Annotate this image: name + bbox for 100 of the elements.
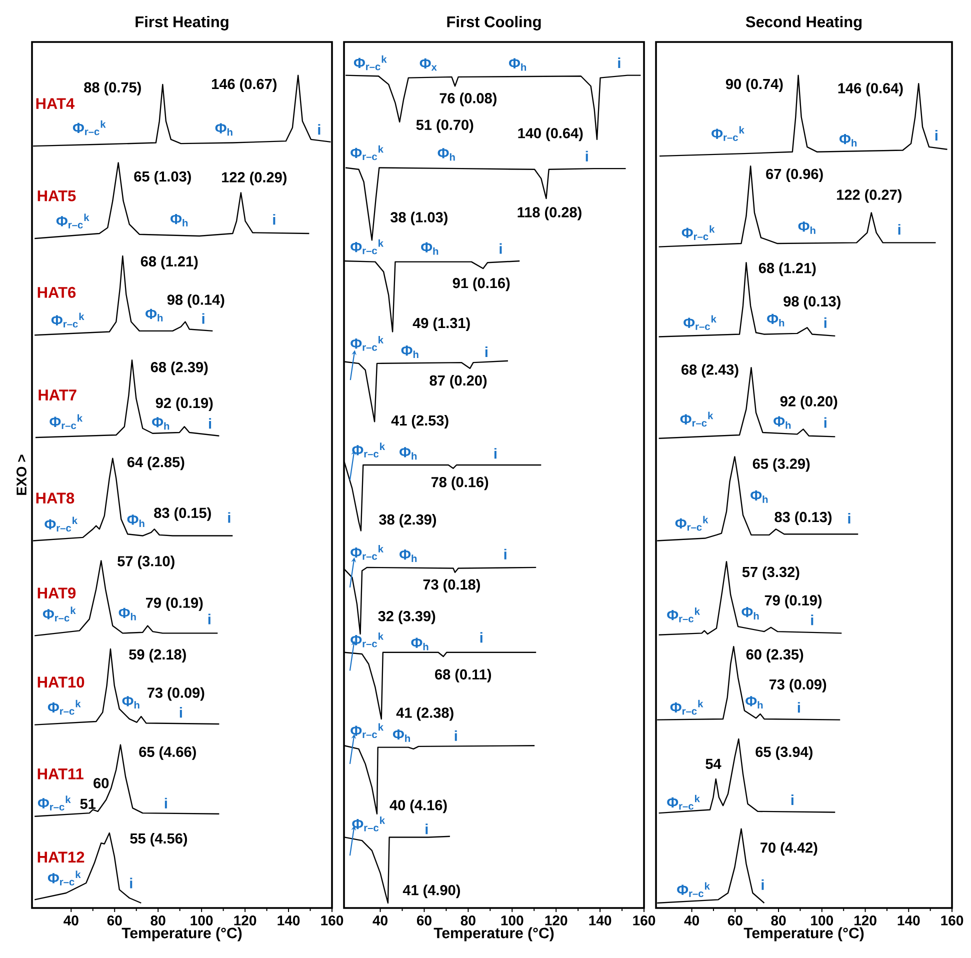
- annotation: i: [208, 614, 210, 624]
- annotation: i: [454, 730, 457, 741]
- annotation: 51 (0.70): [416, 119, 474, 133]
- annotation: Φ$_{r–c}$k: [350, 723, 384, 738]
- annotation: Φ$_{h}$: [215, 123, 232, 136]
- annotation: Φ$_{h}$: [118, 608, 136, 620]
- annotation: 64 (2.85): [127, 456, 184, 470]
- annotation: 59 (2.18): [129, 648, 186, 662]
- annotation: 32 (3.39): [378, 610, 436, 624]
- annotation: Φ$_{h}$: [146, 308, 163, 322]
- text: Φ$_{r–c}$k: [354, 55, 387, 70]
- annotation: 41 (2.53): [391, 414, 448, 428]
- annotation: 54: [706, 758, 722, 769]
- annotation: Φ$_{h}$: [774, 416, 791, 429]
- annotation: Φ$_{h}$: [401, 346, 418, 358]
- x-tick-label: 140: [278, 916, 300, 926]
- annotation: 65 (3.94): [756, 746, 812, 760]
- series-label: HAT12: [38, 852, 84, 862]
- text: Φ$_{x}$: [420, 58, 437, 71]
- annotation: i: [180, 707, 182, 718]
- annotation: Φ$_{r–c}$k: [682, 225, 715, 240]
- x-axis-title: Temperature (°C): [744, 927, 864, 942]
- annotation: Φ$_{h}$: [839, 134, 857, 146]
- annotation: Φ$_{h}$: [127, 514, 144, 528]
- annotation: i: [798, 702, 800, 713]
- annotation: 38 (2.39): [379, 514, 436, 528]
- annotation: Φ$_{r–c}$k: [44, 516, 78, 532]
- annotation: i: [586, 150, 588, 162]
- annotation: Φ$_{h}$: [411, 638, 428, 650]
- annotation: Φ$_{r–c}$k: [38, 796, 71, 810]
- annotation: Φ$_{r–c}$k: [42, 606, 76, 622]
- annotation: Φ$_{r–c}$k: [667, 794, 700, 810]
- chart-title: First Heating: [136, 16, 228, 30]
- annotation: Φ$_{h}$: [122, 696, 140, 709]
- annotation: 57 (3.10): [118, 556, 174, 570]
- annotation: 83 (0.13): [774, 512, 832, 526]
- annotation: i: [228, 512, 230, 523]
- annotation: Φ$_{r–c}$k: [51, 312, 84, 328]
- x-tick-label: 60: [107, 916, 122, 926]
- annotation: 57 (3.32): [742, 566, 800, 580]
- annotation: Φ$_{r–c}$k: [712, 126, 744, 141]
- annotation: Φ$_{r–c}$k: [56, 214, 90, 228]
- annotation: 73 (0.09): [769, 678, 826, 692]
- annotation: Φ$_{h}$: [152, 417, 170, 430]
- annotation: Φ$_{h}$: [421, 242, 438, 255]
- annotation: Φ$_{r–c}$k: [677, 882, 710, 898]
- annotation: Φ$_{h}$: [750, 490, 768, 503]
- annotation: i: [898, 224, 900, 235]
- annotation: 87 (0.20): [430, 374, 487, 388]
- annotation: 60: [94, 778, 109, 788]
- annotation: Φ$_{h}$: [392, 729, 410, 742]
- annotation: i: [791, 794, 794, 805]
- series-label: HAT11: [38, 768, 84, 780]
- y-axis-title: EXO >: [16, 454, 26, 495]
- annotation: Φ$_{r–c}$k: [48, 700, 81, 715]
- annotation: i: [500, 243, 502, 254]
- annotation: 91 (0.16): [452, 278, 510, 292]
- annotation: 98 (0.13): [784, 296, 840, 310]
- annotation: 83 (0.15): [154, 507, 211, 521]
- annotation: i: [485, 346, 488, 358]
- annotation: Φ$_{h}$: [746, 696, 763, 709]
- annotation: Φ$_{r–c}$k: [72, 120, 106, 136]
- x-tick-label: 60: [728, 916, 742, 926]
- chart-title: First Cooling: [447, 16, 541, 30]
- annotation: 55 (4.56): [130, 832, 188, 846]
- annotation: Φ$_{r–c}$k: [350, 545, 384, 560]
- annotation: 38 (1.03): [390, 212, 448, 226]
- x-tick-label: 100: [190, 916, 213, 926]
- annotation: Φ$_{r–c}$k: [350, 336, 384, 351]
- annotation: Φ$_{r–c}$k: [675, 516, 708, 531]
- annotation: 68 (1.21): [758, 262, 816, 276]
- annotation: Φ$_{r–c}$k: [350, 145, 384, 160]
- annotation: 92 (0.19): [156, 397, 213, 411]
- x-tick-label: 60: [416, 916, 432, 926]
- annotation: 41 (2.38): [396, 707, 454, 721]
- annotation: 40 (4.16): [390, 800, 447, 814]
- text: HAT6: [38, 286, 76, 298]
- annotation: i: [824, 417, 826, 428]
- annotation: i: [130, 878, 132, 888]
- x-tick-label: 80: [771, 916, 786, 926]
- annotation: 70 (4.42): [760, 842, 818, 856]
- annotation: Φ$_{r–c}$k: [350, 632, 384, 648]
- annotation: Φ$_{h}$: [742, 606, 759, 620]
- x-tick-label: 40: [64, 916, 78, 926]
- annotation: 76 (0.08): [440, 92, 496, 106]
- annotation: 68 (2.39): [150, 362, 208, 376]
- annotation: Φ$_{r–c}$k: [48, 870, 81, 886]
- annotation: 41 (4.90): [402, 884, 460, 898]
- annotation: 122 (0.27): [837, 189, 902, 203]
- x-tick-label: 160: [941, 916, 964, 926]
- x-tick-label: 40: [684, 916, 700, 926]
- text: i: [618, 58, 620, 68]
- annotation: i: [480, 632, 482, 643]
- annotation: 92 (0.20): [780, 396, 838, 410]
- annotation: 60 (2.35): [746, 648, 804, 662]
- x-tick-label: 160: [633, 916, 656, 926]
- x-tick-label: 100: [501, 916, 524, 926]
- annotation: 88 (0.75): [84, 82, 141, 96]
- annotation: 118 (0.28): [518, 206, 582, 220]
- annotation: i: [494, 448, 496, 459]
